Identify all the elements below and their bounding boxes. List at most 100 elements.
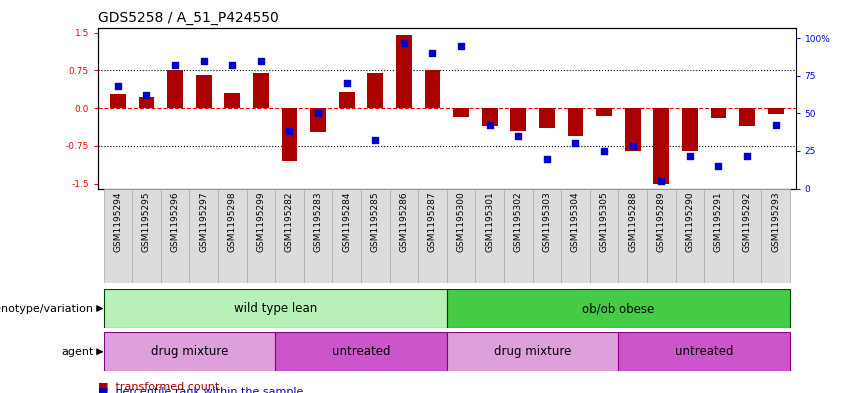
Bar — [396, 35, 412, 108]
Bar — [104, 289, 447, 328]
Point — [368, 137, 382, 143]
Text: GDS5258 / A_51_P424550: GDS5258 / A_51_P424550 — [98, 11, 278, 25]
Text: ■  transformed count: ■ transformed count — [98, 381, 219, 391]
Point — [711, 163, 725, 169]
Bar — [482, 108, 498, 126]
Text: GSM1195299: GSM1195299 — [256, 191, 266, 252]
Bar — [225, 93, 240, 108]
Text: drug mixture: drug mixture — [494, 345, 571, 358]
Bar — [561, 189, 590, 283]
Bar — [311, 108, 326, 132]
Bar — [533, 189, 561, 283]
Text: GSM1195301: GSM1195301 — [485, 191, 494, 252]
Bar — [619, 332, 790, 371]
Bar — [454, 108, 469, 117]
Text: GSM1195282: GSM1195282 — [285, 191, 294, 252]
Bar — [740, 108, 755, 126]
Point — [683, 152, 697, 159]
Point — [540, 155, 554, 162]
Bar — [711, 108, 727, 118]
Text: GSM1195304: GSM1195304 — [571, 191, 580, 252]
Point — [254, 57, 268, 64]
Text: untreated: untreated — [675, 345, 734, 358]
Point — [226, 62, 239, 68]
Point — [483, 122, 496, 129]
Bar — [539, 108, 555, 128]
Point — [454, 42, 468, 49]
Text: genotype/variation: genotype/variation — [0, 303, 94, 314]
Bar — [418, 189, 447, 283]
Text: drug mixture: drug mixture — [151, 345, 228, 358]
Point — [597, 148, 611, 154]
Bar — [104, 332, 275, 371]
Text: GSM1195284: GSM1195284 — [342, 191, 351, 252]
Bar — [304, 189, 333, 283]
Text: GSM1195295: GSM1195295 — [142, 191, 151, 252]
Text: GSM1195286: GSM1195286 — [399, 191, 408, 252]
Point — [197, 57, 210, 64]
Text: GSM1195303: GSM1195303 — [542, 191, 551, 252]
Bar — [339, 92, 355, 108]
Bar — [218, 189, 247, 283]
Text: ■  percentile rank within the sample: ■ percentile rank within the sample — [98, 387, 303, 393]
Bar — [447, 289, 790, 328]
Point — [768, 122, 782, 129]
Bar — [619, 189, 647, 283]
Bar — [275, 189, 304, 283]
Bar — [196, 75, 212, 108]
Text: agent: agent — [61, 347, 94, 357]
Bar — [361, 189, 390, 283]
Text: GSM1195285: GSM1195285 — [371, 191, 380, 252]
Bar — [368, 73, 383, 108]
Bar — [253, 73, 269, 108]
Bar — [762, 189, 790, 283]
Bar — [247, 189, 275, 283]
Text: GSM1195289: GSM1195289 — [657, 191, 665, 252]
Text: GSM1195296: GSM1195296 — [170, 191, 180, 252]
Bar — [132, 189, 161, 283]
Bar — [704, 189, 733, 283]
Bar — [447, 189, 476, 283]
Bar — [768, 108, 784, 114]
Bar — [104, 189, 132, 283]
Point — [168, 62, 182, 68]
Bar — [139, 97, 154, 108]
Bar — [161, 189, 190, 283]
Bar — [167, 70, 183, 108]
Text: GSM1195300: GSM1195300 — [457, 191, 465, 252]
Text: GSM1195287: GSM1195287 — [428, 191, 437, 252]
Text: GSM1195294: GSM1195294 — [113, 191, 123, 252]
Text: GSM1195292: GSM1195292 — [743, 191, 751, 252]
Point — [654, 178, 668, 184]
Bar — [190, 189, 218, 283]
Text: GSM1195290: GSM1195290 — [685, 191, 694, 252]
Text: GSM1195302: GSM1195302 — [514, 191, 523, 252]
Text: GSM1195293: GSM1195293 — [771, 191, 780, 252]
Bar — [425, 70, 440, 108]
Text: GSM1195298: GSM1195298 — [228, 191, 237, 252]
Bar — [110, 94, 126, 108]
Bar — [647, 189, 676, 283]
Bar — [733, 189, 762, 283]
Bar — [568, 108, 583, 136]
Point — [397, 39, 411, 46]
Bar — [447, 332, 619, 371]
Bar — [282, 108, 297, 161]
Text: GSM1195297: GSM1195297 — [199, 191, 208, 252]
Bar — [590, 189, 619, 283]
Text: untreated: untreated — [332, 345, 391, 358]
Point — [311, 110, 325, 116]
Bar — [390, 189, 418, 283]
Point — [111, 83, 125, 89]
Bar — [676, 189, 704, 283]
Point — [568, 140, 582, 147]
Bar — [275, 332, 447, 371]
Text: ob/ob obese: ob/ob obese — [582, 302, 654, 315]
Bar — [597, 108, 612, 116]
Point — [625, 143, 639, 150]
Point — [340, 80, 353, 86]
Bar — [654, 108, 669, 184]
Point — [426, 50, 439, 56]
Bar — [511, 108, 526, 131]
Bar — [625, 108, 641, 151]
